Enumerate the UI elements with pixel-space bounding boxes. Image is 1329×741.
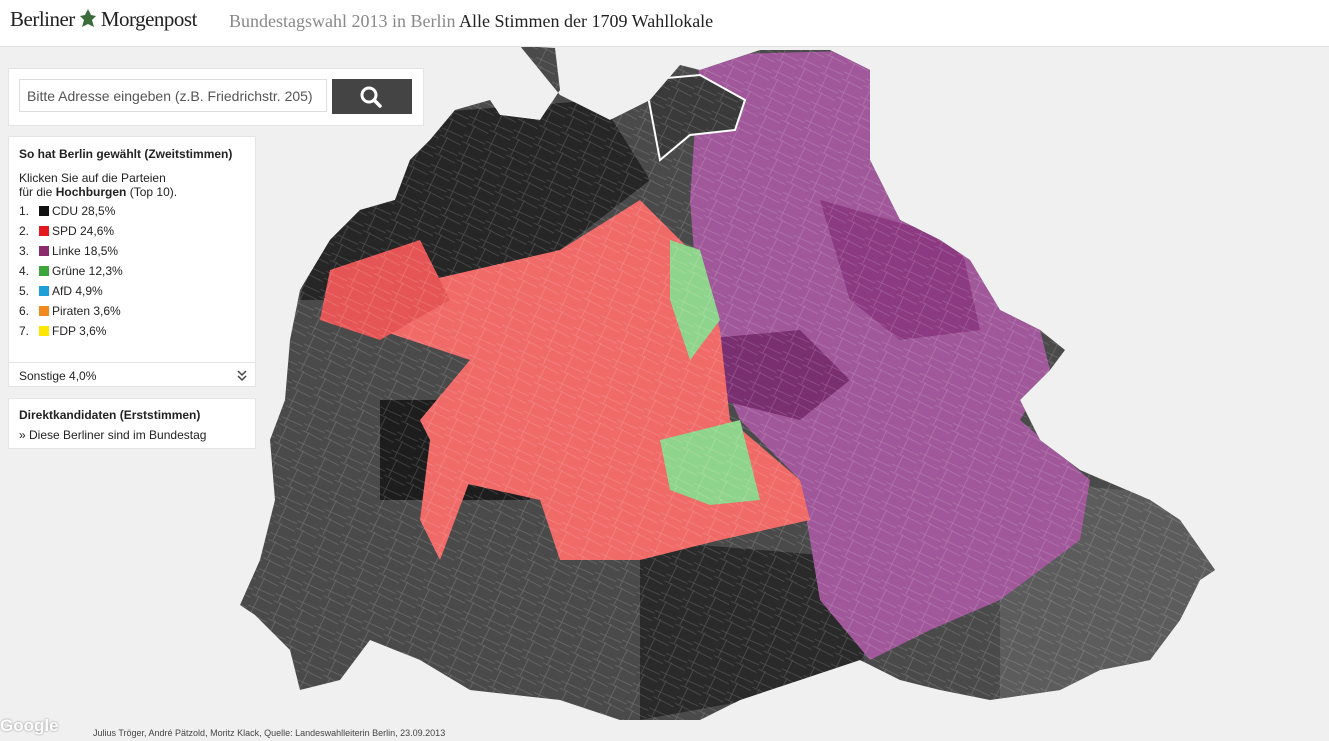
party-row[interactable]: 6. Piraten 3,6% — [19, 301, 245, 321]
other-label: Sonstige 4,0% — [19, 369, 97, 383]
party-row[interactable]: 5. AfD 4,9% — [19, 281, 245, 301]
search-button[interactable] — [332, 79, 412, 114]
search-input[interactable]: Bitte Adresse eingeben (z.B. Friedrichst… — [19, 79, 327, 112]
party-list: 1. CDU 28,5% 2. SPD 24,6% 3. Linke 18,5% 4. Grü… — [19, 201, 245, 341]
party-label: SPD 24,6% — [52, 224, 115, 238]
party-swatch — [39, 226, 49, 236]
other-row[interactable]: Sonstige 4,0% — [9, 362, 255, 388]
title-light: Bundestagswahl 2013 in Berlin — [229, 11, 456, 31]
party-rank: 1. — [19, 204, 30, 218]
legend-panel: So hat Berlin gewählt (Zweitstimmen) Kli… — [8, 136, 256, 387]
party-rank: 5. — [19, 284, 30, 298]
search-icon — [360, 86, 382, 108]
party-row[interactable]: 4. Grüne 12,3% — [19, 261, 245, 281]
party-swatch — [39, 286, 49, 296]
expand-icon — [237, 370, 247, 382]
credits: Julius Tröger, André Pätzold, Moritz Kla… — [93, 728, 446, 738]
party-label: Grüne 12,3% — [52, 264, 123, 278]
party-row[interactable]: 3. Linke 18,5% — [19, 241, 245, 261]
party-label: FDP 3,6% — [52, 324, 107, 338]
direct-link[interactable]: » Diese Berliner sind im Bundestag — [19, 428, 207, 442]
party-rank: 3. — [19, 244, 30, 258]
title: Bundestagswahl 2013 in Berlin Alle Stimm… — [229, 11, 713, 32]
party-label: Piraten 3,6% — [52, 304, 121, 318]
instruction-bold: Hochburgen — [55, 185, 127, 199]
instruction-text: (Top 10). — [129, 185, 178, 199]
legend-instruction: Klicken Sie auf die Parteien für die Hoch… — [19, 171, 245, 199]
direct-title: Direktkandidaten (Erststimmen) — [19, 408, 201, 422]
party-swatch — [39, 326, 49, 336]
party-rank: 7. — [19, 324, 30, 338]
party-rank: 4. — [19, 264, 30, 278]
party-row[interactable]: 1. CDU 28,5% — [19, 201, 245, 221]
instruction-text: für die — [19, 185, 53, 199]
party-rank: 2. — [19, 224, 30, 238]
party-swatch — [39, 206, 49, 216]
logo-icon — [79, 9, 96, 27]
party-label: AfD 4,9% — [52, 284, 103, 298]
party-swatch — [39, 266, 49, 276]
watermark: Google — [0, 716, 59, 735]
party-row[interactable]: 2. SPD 24,6% — [19, 221, 245, 241]
title-dark: Alle Stimmen der 1709 Wahllokale — [459, 11, 714, 31]
direct-panel: Direktkandidaten (Erststimmen) » Diese B… — [8, 398, 256, 449]
logo-text: Berliner — [10, 7, 75, 31]
logo-text: Morgenpost — [100, 7, 198, 31]
header: Berliner Morgenpost Bundestagswahl 2013 i… — [0, 0, 1329, 47]
party-label: Linke 18,5% — [52, 244, 119, 258]
party-rank: 6. — [19, 304, 30, 318]
party-row[interactable]: 7. FDP 3,6% — [19, 321, 245, 341]
party-label: CDU 28,5% — [52, 204, 116, 218]
party-swatch — [39, 246, 49, 256]
logo: Berliner Morgenpost — [10, 7, 197, 32]
instruction-text: Klicken Sie auf die Parteien — [19, 171, 166, 185]
legend-title: So hat Berlin gewählt (Zweitstimmen) — [19, 147, 233, 161]
party-swatch — [39, 306, 49, 316]
